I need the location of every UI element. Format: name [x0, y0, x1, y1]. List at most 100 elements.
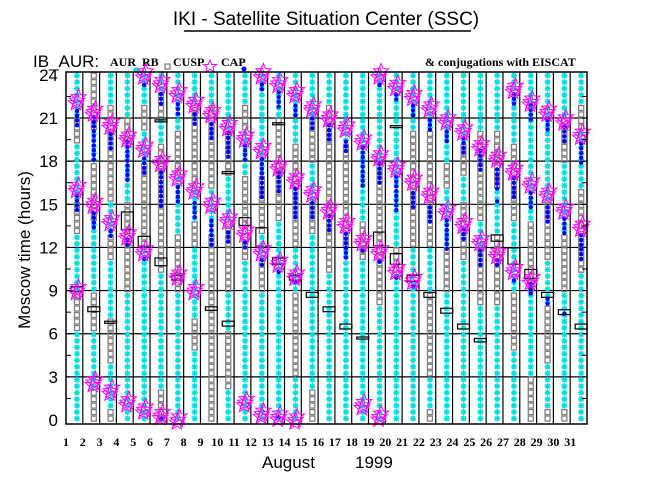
cusp-star — [370, 407, 389, 425]
aur-mark — [561, 98, 568, 105]
cusp-star — [571, 128, 590, 146]
rb-mark — [325, 253, 333, 260]
aur-mark — [393, 130, 400, 137]
aur-mark — [527, 357, 534, 364]
aur-mark — [242, 266, 249, 273]
aur-mark — [510, 402, 517, 409]
aur-mark — [158, 344, 165, 351]
aur-mark — [410, 92, 417, 99]
rb-mark — [225, 169, 232, 176]
aur-mark — [208, 85, 215, 92]
aur-mark — [275, 344, 282, 351]
rb-mark — [225, 383, 232, 390]
aur-mark — [359, 279, 366, 286]
aur-mark — [477, 415, 484, 422]
aur-mark — [410, 331, 417, 338]
x-tick-label: 17 — [329, 435, 341, 449]
aur-mark — [578, 169, 585, 176]
rb-mark — [225, 247, 232, 254]
aur-mark — [258, 111, 265, 118]
cap-dot — [562, 230, 567, 236]
x-tick-label: 30 — [547, 435, 559, 449]
rb-mark — [275, 195, 282, 202]
aur-mark — [544, 79, 551, 86]
aur-mark — [107, 376, 114, 383]
aur-mark — [376, 111, 383, 118]
rb-mark — [157, 247, 165, 254]
aur-mark — [376, 376, 383, 383]
aur-mark — [141, 130, 148, 137]
aur-mark — [578, 363, 585, 370]
aur-mark — [578, 370, 585, 377]
aur-mark — [258, 163, 265, 170]
rb-mark — [208, 389, 215, 396]
aur-mark — [561, 370, 568, 377]
rb-mark — [141, 104, 148, 112]
aur-mark — [393, 85, 400, 92]
aur-mark — [393, 383, 400, 390]
aur-mark — [342, 292, 349, 299]
cap-dot — [175, 111, 181, 116]
rb-mark — [443, 260, 450, 267]
rb-mark — [191, 324, 198, 332]
aur-mark — [561, 182, 568, 189]
rb-mark — [275, 124, 282, 131]
rb-mark — [191, 337, 198, 345]
eiscat-conjugation-box — [473, 337, 487, 343]
aur-mark — [174, 176, 181, 183]
cap-dot — [326, 218, 332, 223]
aur-mark — [107, 273, 114, 280]
rb-mark — [208, 175, 215, 183]
aur-mark — [460, 337, 467, 344]
rb-mark — [292, 331, 299, 338]
aur-mark — [544, 273, 551, 280]
rb-mark — [225, 285, 232, 293]
rb-mark — [141, 214, 148, 222]
cap-dot — [192, 112, 197, 117]
aur-mark — [393, 402, 400, 409]
aur-mark — [141, 396, 148, 403]
cap-dot — [293, 210, 298, 215]
aur-mark — [376, 305, 383, 312]
rb-mark — [510, 331, 518, 338]
rb-mark — [409, 240, 417, 247]
cap-dot — [226, 234, 231, 240]
aur-mark — [242, 137, 249, 144]
aur-mark — [561, 402, 568, 409]
aur-mark — [275, 79, 282, 86]
aur-mark — [174, 344, 181, 351]
aur-mark — [141, 273, 148, 280]
rb-mark — [208, 260, 215, 267]
rb-mark — [90, 188, 97, 196]
aur-mark — [258, 92, 265, 99]
aur-mark — [242, 279, 249, 286]
aur-mark — [191, 85, 198, 92]
cusp-star — [504, 82, 522, 100]
aur-mark — [107, 299, 114, 306]
rb-mark — [225, 363, 232, 370]
aur-mark — [494, 117, 501, 124]
rb-mark — [477, 201, 484, 209]
aur-mark — [275, 324, 282, 331]
aur-mark — [393, 150, 400, 157]
aur-mark — [326, 357, 333, 364]
eiscat-conjugation-box — [137, 235, 151, 248]
aur-mark — [158, 318, 165, 325]
aur-mark — [326, 305, 333, 312]
x-tick-label: 2 — [80, 435, 86, 449]
aur-mark — [359, 370, 366, 377]
rb-mark — [225, 350, 232, 358]
aur-mark — [477, 331, 484, 338]
cap-dot — [427, 219, 433, 224]
aur-mark — [510, 72, 517, 79]
cap-dot — [142, 170, 147, 175]
rb-mark — [309, 137, 316, 144]
aur-mark — [410, 98, 417, 105]
aur-mark — [124, 72, 131, 79]
aur-mark — [74, 331, 80, 338]
cap-dot — [242, 240, 248, 245]
aur-mark — [578, 402, 585, 409]
aur-mark — [258, 324, 265, 331]
aur-mark — [292, 286, 299, 293]
aur-mark — [342, 98, 349, 105]
